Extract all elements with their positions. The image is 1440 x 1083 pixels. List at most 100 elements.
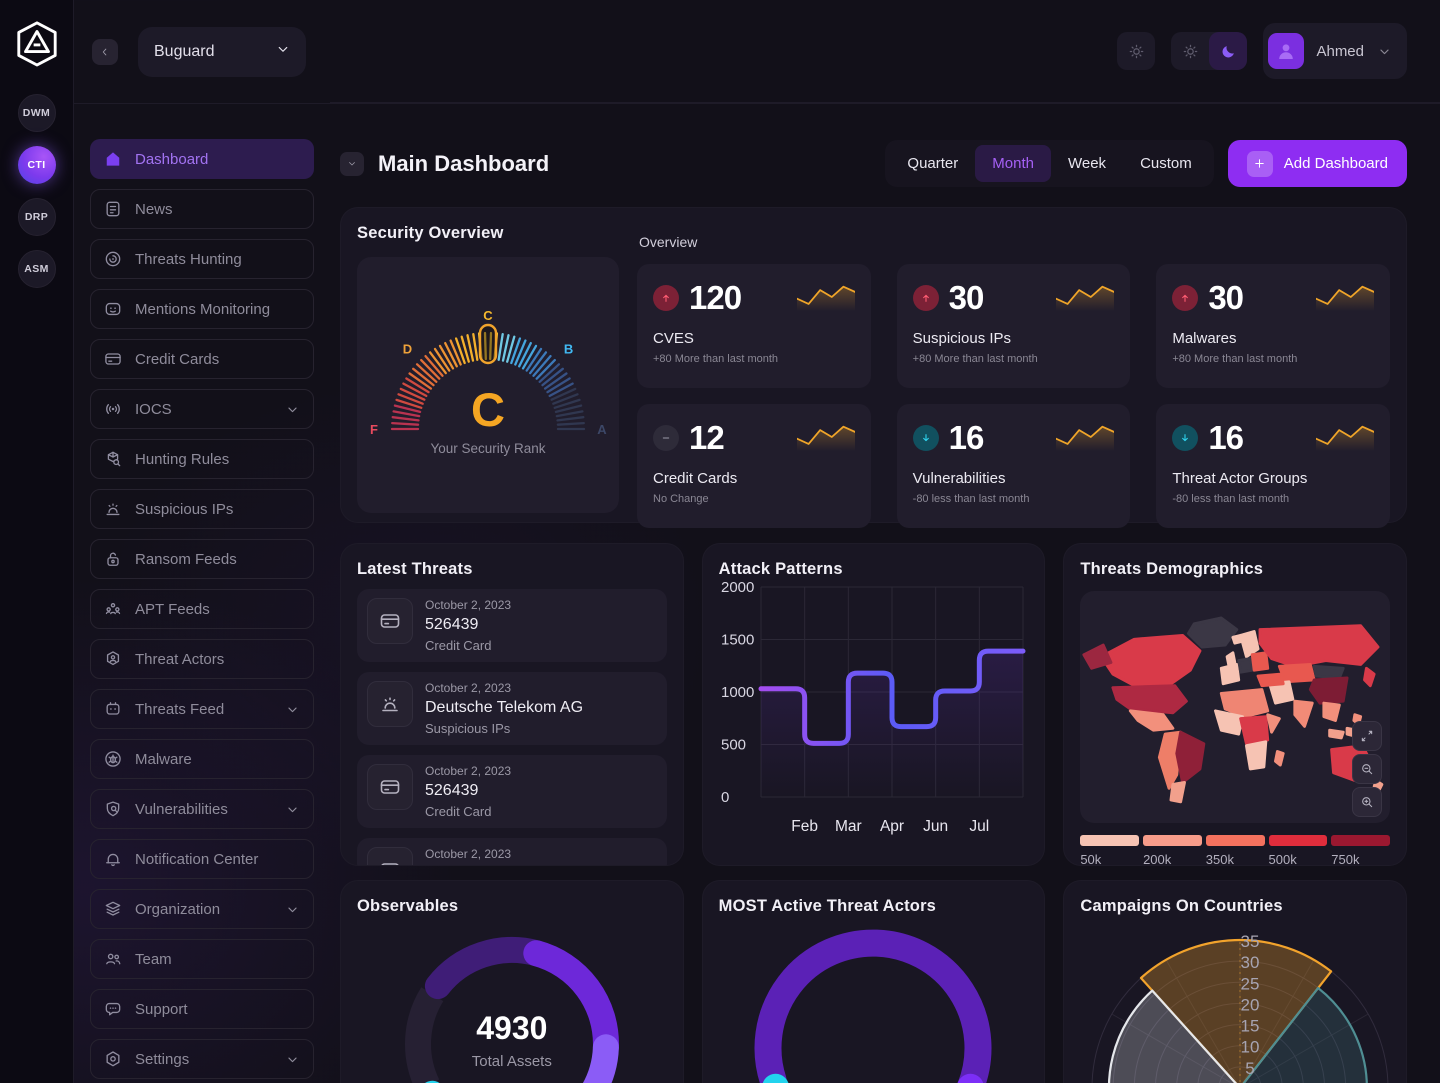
brand-logo[interactable] <box>14 20 60 68</box>
chevron-down-icon <box>284 1051 301 1068</box>
latest-threats-card: Latest Threats October 2, 2023 526439 Cred… <box>340 543 684 866</box>
stat-label: Malwares <box>1172 330 1237 347</box>
svg-text:Jul: Jul <box>969 818 989 835</box>
page-head: Main Dashboard Quarter Month Week Custom Ad… <box>340 140 1407 187</box>
zoom-out-button[interactable] <box>1351 754 1382 784</box>
sun-icon[interactable] <box>1117 32 1156 70</box>
sidebar-item-mentions-monitoring[interactable]: Mentions Monitoring <box>90 289 314 329</box>
sidebar-item-ransom-feeds[interactable]: Ransom Feeds <box>90 539 314 579</box>
sidebar-item-label: Settings <box>135 1050 190 1068</box>
stat-subtext: -80 less than last month <box>1172 493 1290 505</box>
svg-text:30: 30 <box>1241 953 1260 972</box>
sidebar-item-organization[interactable]: Organization <box>90 889 314 929</box>
chevron-left-icon[interactable] <box>92 38 118 65</box>
legend-item-500k: 500k <box>1268 835 1328 865</box>
module-asm[interactable]: ASM <box>17 250 56 288</box>
sidebar-item-label: Threat Actors <box>135 650 225 668</box>
svg-text:C: C <box>483 308 493 323</box>
sidebar-item-label: Support <box>135 1000 188 1018</box>
module-dwm[interactable]: DWM <box>17 94 56 132</box>
legend-item-50k: 50k <box>1080 835 1140 865</box>
stat-value: 16 <box>948 419 985 456</box>
sidebar-item-label: Team <box>135 950 172 968</box>
sidebar-item-hunting-rules[interactable]: Hunting Rules <box>90 439 314 479</box>
sidebar-item-threats-feed[interactable]: Threats Feed <box>90 689 314 729</box>
expand-button[interactable] <box>1351 721 1382 751</box>
sidebar-item-team[interactable]: Team <box>90 939 314 979</box>
map-region <box>1251 651 1270 672</box>
sidebar-item-apt-feeds[interactable]: APT Feeds <box>90 589 314 629</box>
user-menu[interactable]: Ahmed <box>1263 23 1407 79</box>
news-icon <box>103 199 123 219</box>
map-region <box>1220 662 1241 686</box>
legend-item-200k: 200k <box>1143 835 1202 865</box>
middle-row: Latest Threats October 2, 2023 526439 Cred… <box>340 543 1407 866</box>
sidebar-item-label: Mentions Monitoring <box>135 300 271 318</box>
team-icon <box>103 949 123 969</box>
map-region <box>1100 633 1202 690</box>
zoom-in-button[interactable] <box>1351 787 1382 817</box>
sidebar-item-notification-center[interactable]: Notification Center <box>90 839 314 879</box>
stat-value: 16 <box>1208 419 1244 456</box>
map-region <box>1225 651 1237 668</box>
range-tab-quarter[interactable]: Quarter <box>890 145 975 182</box>
sidebar-item-label: Threats Hunting <box>135 250 242 268</box>
sidebar-item-label: Dashboard <box>135 150 209 168</box>
map-region <box>1245 740 1268 771</box>
chevron-down-icon[interactable] <box>340 151 364 176</box>
sidebar-item-malware[interactable]: Malware <box>90 739 314 779</box>
sidebar-item-label: Suspicious IPs <box>135 500 234 518</box>
threat-item[interactable]: October 2, 2023 <box>357 838 667 865</box>
sidebar-item-vulnerabilities[interactable]: Vulnerabilities <box>90 789 314 829</box>
stat-value: 30 <box>1208 279 1244 316</box>
sidebar-item-threat-actors[interactable]: Threat Actors <box>90 639 314 679</box>
map-region <box>1220 688 1270 719</box>
total-assets-value: 4930 <box>476 1010 548 1046</box>
hunting-rules-icon <box>103 449 123 469</box>
sidebar-item-settings[interactable]: Settings <box>90 1039 314 1079</box>
organization-icon <box>103 899 123 919</box>
credit-card-icon <box>367 764 413 810</box>
sidebar-item-label: News <box>135 200 173 218</box>
world-map[interactable] <box>1080 591 1390 823</box>
sidebar-item-dashboard[interactable]: Dashboard <box>90 139 314 179</box>
add-dashboard-button[interactable]: Add Dashboard <box>1227 140 1407 187</box>
map-region <box>1363 666 1376 688</box>
stat-value: 30 <box>948 279 985 316</box>
sidebar-item-support[interactable]: Support <box>90 989 314 1029</box>
sidebar-item-news[interactable]: News <box>90 189 314 229</box>
svg-text:10: 10 <box>1241 1038 1260 1057</box>
module-drp[interactable]: DRP <box>17 198 56 236</box>
module-cti[interactable]: CTI <box>17 146 56 184</box>
threat-item[interactable]: October 2, 2023 526439 Credit Card <box>357 755 667 828</box>
threats-demographics-card: Threats Demographics <box>1063 543 1407 866</box>
map-region <box>1278 662 1316 684</box>
map-region <box>1328 728 1345 740</box>
sidebar-item-suspicious-ips[interactable]: Suspicious IPs <box>90 489 314 529</box>
org-selector[interactable]: Buguard <box>138 26 306 77</box>
range-tab-week[interactable]: Week <box>1051 145 1123 182</box>
map-controls <box>1351 721 1382 817</box>
sun-icon[interactable] <box>1171 32 1209 70</box>
sidebar-item-iocs[interactable]: IOCS <box>90 389 314 429</box>
theme-toggle <box>1171 32 1248 70</box>
sidebar-item-label: Ransom Feeds <box>135 550 237 568</box>
topbar-divider <box>74 103 1440 104</box>
legend-item-350k: 350k <box>1205 835 1265 865</box>
threat-item[interactable]: October 2, 2023 Deutsche Telekom AG Suspic… <box>357 672 667 745</box>
date-range-tabs: Quarter Month Week Custom <box>885 140 1214 187</box>
map-region <box>1158 730 1183 790</box>
stat-label: Credit Cards <box>653 470 738 487</box>
svg-text:Mar: Mar <box>835 818 862 835</box>
threat-item[interactable]: October 2, 2023 526439 Credit Card <box>357 589 667 662</box>
moon-icon[interactable] <box>1209 32 1248 70</box>
sidebar-item-threats-hunting[interactable]: Threats Hunting <box>90 239 314 279</box>
range-tab-month[interactable]: Month <box>975 145 1051 182</box>
range-tab-custom[interactable]: Custom <box>1123 145 1209 182</box>
iocs-icon <box>103 399 123 419</box>
suspicious-ips-icon <box>367 681 413 727</box>
campaigns-polar-chart: 5 10 15 20 25 30 35 <box>1080 916 1400 1083</box>
map-region <box>1129 709 1175 732</box>
sidebar-item-credit-cards[interactable]: Credit Cards <box>90 339 314 379</box>
threat-name: Deutsche Telekom AG <box>425 699 584 716</box>
